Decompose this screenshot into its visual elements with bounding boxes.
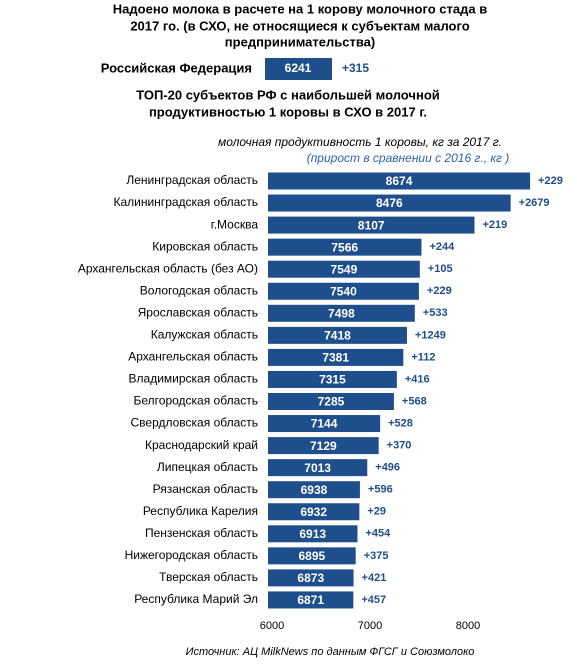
bar [268, 415, 381, 433]
value-label: 8674 [386, 174, 413, 188]
category-label: г.Москва [211, 217, 259, 231]
bar [268, 481, 360, 499]
bar [268, 282, 419, 300]
value-note: молочная продуктивность 1 коровы, кг за … [218, 135, 502, 149]
bar [268, 304, 415, 322]
value-label: 7129 [310, 439, 337, 453]
category-label: Тверская область [159, 570, 258, 584]
bar [268, 525, 358, 543]
category-label: Архангельская область (без АО) [78, 261, 258, 275]
change-label: +375 [364, 550, 389, 562]
bar [268, 547, 356, 565]
value-label: 6871 [297, 593, 324, 607]
source: Источник: АЦ MilkNews по данным ФГСГ и С… [186, 646, 475, 658]
change-label: +29 [367, 506, 386, 518]
category-label: Липецкая область [157, 460, 258, 474]
category-label: Калужская область [151, 328, 258, 342]
change-label: +229 [538, 175, 563, 187]
value-label: 7013 [304, 461, 331, 475]
bar [268, 569, 354, 587]
change-label: +596 [368, 484, 393, 496]
change-label: +528 [388, 417, 413, 429]
change-label: +533 [423, 307, 448, 319]
value-label: 7418 [324, 329, 351, 343]
title-line: 2017 го. (в СХО, не относящиеся к субъек… [130, 18, 469, 33]
category-label: Владимирская область [129, 372, 258, 386]
bar [268, 238, 422, 256]
change-label: +219 [482, 219, 507, 231]
federation-label: Российская Федерация [101, 60, 252, 75]
change-label: +112 [411, 351, 435, 363]
bar [268, 437, 379, 455]
value-label: 6895 [299, 549, 326, 563]
category-label: Ярославская область [138, 305, 258, 319]
bar [268, 459, 368, 477]
bar [268, 260, 420, 278]
value-label: 6932 [300, 505, 327, 519]
x-tick-label: 6000 [260, 620, 284, 632]
change-note: (прирост в сравнении с 2016 г., кг ) [307, 151, 510, 165]
change-label: +421 [362, 572, 387, 584]
bar [268, 172, 531, 190]
change-label: +229 [427, 285, 452, 297]
x-tick-label: 8000 [456, 620, 480, 632]
value-label: 7540 [330, 284, 357, 298]
bar [268, 326, 407, 344]
change-label: +457 [361, 594, 386, 606]
category-label: Пензенская область [145, 526, 258, 540]
change-label: +2679 [519, 197, 550, 209]
value-label: 7315 [319, 373, 346, 387]
category-label: Рязанская область [153, 482, 258, 496]
bar [268, 503, 360, 521]
category-label: Вологодская область [140, 283, 258, 297]
change-label: +416 [405, 373, 430, 385]
title-line: Надоено молока в расчете на 1 корову мол… [113, 1, 487, 16]
category-label: Республика Марий Эл [134, 592, 258, 606]
change-label: +105 [428, 263, 453, 275]
bar [268, 393, 394, 410]
category-label: Ленинградская область [126, 173, 258, 187]
category-label: Белгородская область [134, 394, 258, 408]
category-label: Республика Карелия [143, 504, 258, 518]
subtitle-line: ТОП-20 субъектов РФ с наибольшей молочно… [136, 87, 440, 102]
change-label: +568 [402, 395, 427, 407]
category-label: Нижегородская область [125, 548, 258, 562]
federation-bar [265, 58, 332, 80]
value-label: 7144 [311, 417, 338, 431]
bar [268, 370, 397, 388]
value-label: 6913 [299, 527, 326, 541]
change-label: +496 [375, 462, 400, 474]
change-label: +454 [365, 528, 391, 540]
value-label: 8107 [358, 218, 385, 232]
category-label: Архангельская область [128, 350, 258, 364]
value-label: 7566 [331, 240, 358, 254]
value-label: 7498 [328, 306, 355, 320]
value-label: 7549 [331, 262, 358, 276]
value-label: 7381 [322, 351, 349, 365]
title-line: предпринимательства) [225, 34, 375, 49]
federation-change: +315 [342, 61, 369, 75]
value-label: 7285 [318, 395, 345, 409]
change-label: +370 [387, 440, 412, 452]
value-label: 8476 [376, 196, 403, 210]
value-label: 6938 [301, 483, 328, 497]
change-label: +244 [429, 241, 455, 253]
bar [268, 216, 475, 234]
bar [268, 348, 404, 366]
category-label: Калининградская область [113, 195, 258, 209]
subtitle-line: продуктивностью 1 коровы в СХО в 2017 г. [149, 104, 427, 119]
change-label: +1249 [415, 329, 446, 341]
bar [268, 194, 511, 212]
x-tick-label: 7000 [358, 620, 382, 632]
federation-value: 6241 [285, 61, 312, 75]
category-label: Свердловская область [131, 416, 258, 430]
category-label: Кировская область [152, 239, 258, 253]
category-label: Краснодарский край [145, 438, 258, 452]
value-label: 6873 [297, 571, 324, 585]
bar [268, 591, 354, 609]
